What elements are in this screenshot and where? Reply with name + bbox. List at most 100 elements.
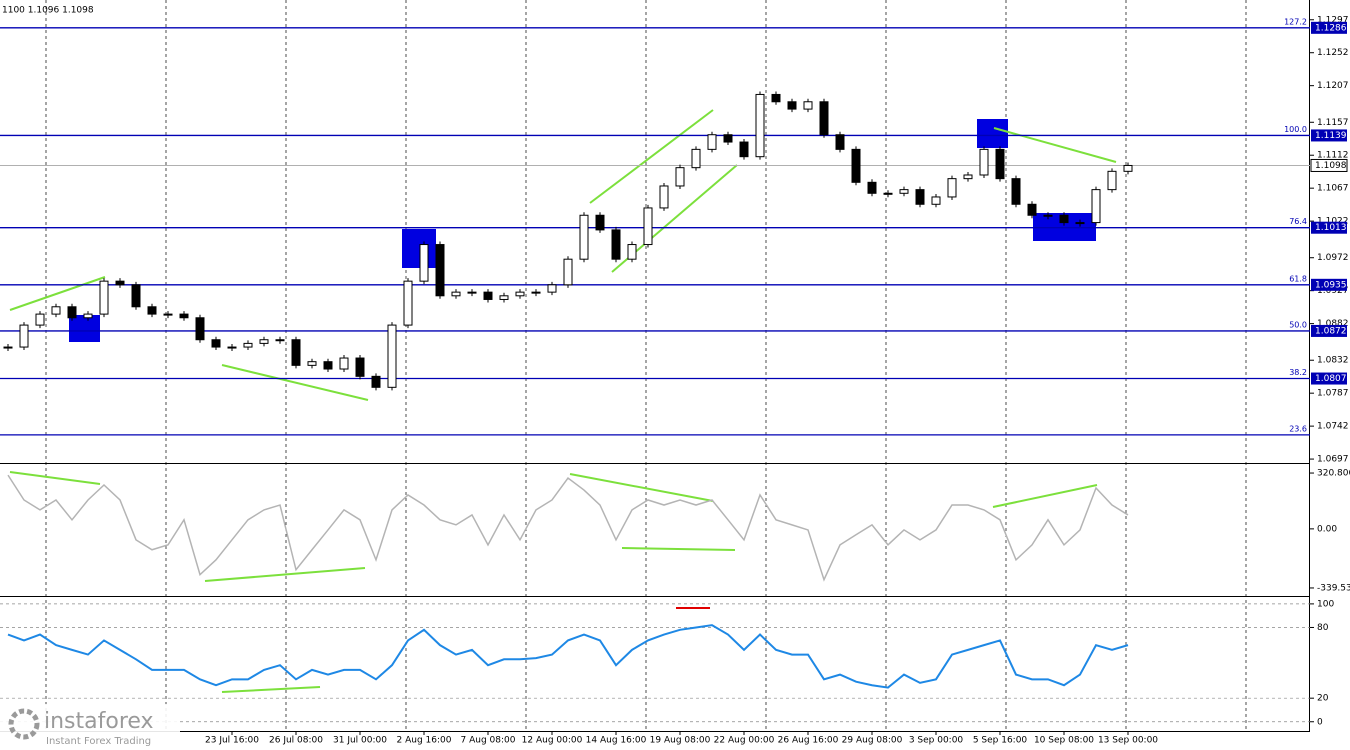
candle — [899, 189, 909, 194]
candle — [19, 324, 29, 348]
y-tick-label: 1.1022 — [1317, 217, 1349, 227]
fib-level-name: 23.6 — [1289, 424, 1307, 433]
trend-line — [569, 473, 714, 502]
price-label: 1.1139 — [1315, 131, 1347, 141]
x-tick-label: 12 Aug 00:00 — [522, 736, 583, 746]
trend-line — [621, 547, 736, 551]
candle — [211, 339, 221, 348]
y-tick-label: 1.1157 — [1317, 118, 1349, 128]
y-tick-label: 1.0972 — [1317, 253, 1349, 263]
last-price-label: 1.1098 — [1315, 161, 1347, 171]
candle — [723, 134, 733, 143]
candle — [771, 93, 781, 103]
candle — [659, 185, 669, 209]
candle — [947, 178, 957, 198]
candle — [67, 306, 77, 319]
price-label-bg — [1311, 324, 1347, 337]
x-tick-label: 5 Sep 16:00 — [973, 736, 1028, 746]
fib-level-name: 61.8 — [1289, 274, 1307, 283]
y-tick-label: 1.0742 — [1317, 422, 1349, 432]
candle — [835, 134, 845, 150]
y-tick-label: 0.00 — [1317, 524, 1337, 534]
trend-line — [589, 109, 714, 204]
trend-line — [221, 686, 321, 693]
x-tick-label: 10 Sep 08:00 — [1034, 736, 1094, 746]
y-tick-label: 1.0787 — [1317, 389, 1349, 399]
y-tick-label: 1.0697 — [1317, 455, 1349, 465]
candle — [307, 361, 317, 366]
candle — [419, 244, 429, 282]
candle — [259, 339, 269, 344]
candle — [275, 339, 285, 342]
x-tick-label: 23 Jul 16:00 — [205, 736, 259, 746]
candle — [355, 357, 365, 377]
candle — [403, 280, 413, 326]
x-tick-label: 14 Aug 16:00 — [586, 736, 647, 746]
x-tick-label: 31 Jul 00:00 — [333, 736, 387, 746]
trend-line — [9, 276, 106, 311]
fib-level-name: 76.4 — [1289, 217, 1307, 226]
candle — [707, 134, 717, 150]
candle — [99, 280, 109, 315]
candle — [531, 291, 541, 294]
candle — [979, 148, 989, 176]
x-tick-label: 19 Aug 08:00 — [650, 736, 711, 746]
candle — [115, 280, 125, 286]
x-tick-label: 29 Aug 08:00 — [842, 736, 903, 746]
candle — [371, 375, 381, 388]
candle — [467, 291, 477, 294]
fib-level-name: 38.2 — [1289, 368, 1307, 377]
tagline: Instant Forex Trading — [46, 736, 151, 747]
candle — [1043, 214, 1053, 217]
price-label: 1.0807 — [1315, 374, 1347, 384]
brand: instaforex — [44, 709, 154, 734]
candle — [435, 244, 445, 297]
candle — [1123, 164, 1133, 172]
price-label-bg — [1311, 21, 1347, 34]
price-label-bg — [1311, 278, 1347, 291]
candle — [1075, 222, 1085, 225]
candle — [931, 196, 941, 205]
price-label: 1.0872 — [1315, 326, 1347, 336]
candle — [595, 214, 605, 231]
candle — [499, 295, 509, 300]
price-label: 1.0935 — [1315, 280, 1347, 290]
candle — [963, 174, 973, 180]
candle — [1091, 189, 1101, 224]
candle — [483, 291, 493, 300]
y-tick-label: 1.0832 — [1317, 356, 1349, 366]
x-tick-label: 13 Sep 00:00 — [1098, 736, 1158, 746]
candle — [451, 291, 461, 297]
price-label: 1.1286 — [1315, 23, 1347, 33]
trend-line — [993, 127, 1117, 163]
plot: 1.1297 1.1252 1.1207 1.1157 1.1112 1.1067 1.10… — [0, 15, 1350, 746]
y-tick-label: 80 — [1317, 623, 1329, 633]
zone-box — [402, 229, 436, 268]
x-tick-label: 26 Aug 16:00 — [778, 736, 839, 746]
candle — [51, 306, 61, 315]
indicator-line — [7, 474, 1129, 582]
price-label-bg — [1311, 221, 1347, 234]
trend-line — [221, 364, 369, 401]
watermark: instaforex Instant Forex Trading — [0, 704, 180, 750]
candle — [227, 346, 237, 349]
candle — [195, 317, 205, 341]
trend-line — [9, 471, 101, 485]
candle — [147, 306, 157, 315]
zone-box — [69, 315, 100, 342]
candle — [675, 167, 685, 187]
y-tick-label: 320.8062 — [1317, 469, 1350, 479]
indicator-line — [7, 624, 1129, 689]
y-tick-label: 1.1297 — [1317, 15, 1349, 25]
x-tick-label: 3 Sep 00:00 — [909, 736, 964, 746]
candle — [547, 284, 557, 293]
trend-line — [992, 484, 1098, 508]
zone-box — [977, 119, 1008, 148]
logo-icon — [8, 708, 40, 740]
candle — [131, 284, 141, 308]
candle — [1107, 170, 1117, 191]
trend-line — [204, 567, 366, 582]
candle — [1027, 203, 1037, 216]
fib-level-name: 127.2 — [1284, 17, 1307, 26]
